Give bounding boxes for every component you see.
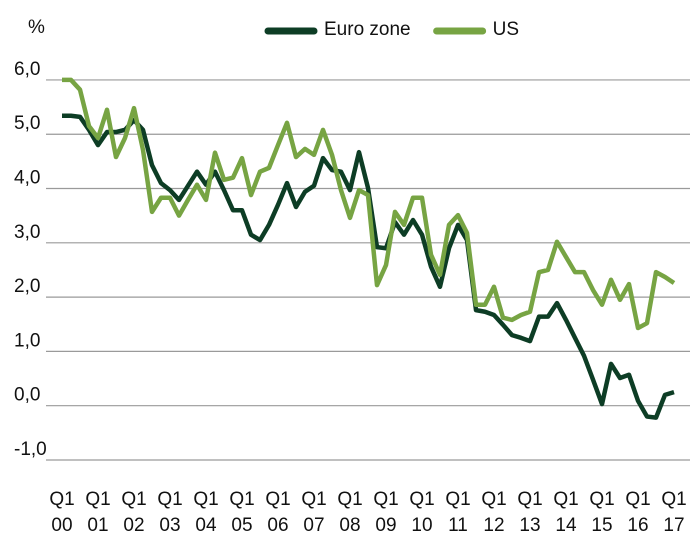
y-tick-label: 5,0 bbox=[14, 113, 40, 134]
x-tick-label: Q1 07 bbox=[301, 489, 326, 536]
y-tick-label: 6,0 bbox=[14, 59, 40, 80]
x-tick-label: Q1 06 bbox=[265, 489, 290, 536]
y-tick-label: 2,0 bbox=[14, 276, 40, 297]
y-tick-label: 0,0 bbox=[14, 385, 40, 406]
x-tick-label: Q1 05 bbox=[229, 489, 254, 536]
y-tick-label: -1,0 bbox=[14, 439, 47, 460]
x-tick-label: Q1 15 bbox=[589, 489, 614, 536]
x-tick-label: Q1 09 bbox=[373, 489, 398, 536]
x-tick-label: Q1 04 bbox=[193, 489, 218, 536]
x-tick-label: Q1 00 bbox=[49, 489, 74, 536]
y-axis-label: % bbox=[28, 17, 45, 38]
x-tick-label: Q1 11 bbox=[445, 489, 470, 536]
x-tick-label: Q1 17 bbox=[661, 489, 686, 536]
y-tick-label: 4,0 bbox=[14, 168, 40, 189]
y-tick-label: 3,0 bbox=[14, 222, 40, 243]
legend-label: US bbox=[493, 19, 519, 40]
x-tick-label: Q1 13 bbox=[517, 489, 542, 536]
x-tick-label: Q1 01 bbox=[85, 489, 110, 536]
series-line bbox=[62, 77, 676, 331]
x-tick-label: Q1 10 bbox=[409, 489, 434, 536]
x-tick-label: Q1 12 bbox=[481, 489, 506, 536]
x-tick-label: Q1 03 bbox=[157, 489, 182, 536]
series-line bbox=[62, 113, 675, 420]
x-tick-label: Q1 08 bbox=[337, 489, 362, 536]
x-tick-label: Q1 02 bbox=[121, 489, 146, 536]
x-tick-label: Q1 14 bbox=[553, 489, 578, 536]
x-tick-label: Q1 16 bbox=[625, 489, 650, 536]
y-tick-label: 1,0 bbox=[14, 330, 40, 351]
legend-label: Euro zone bbox=[324, 19, 411, 40]
